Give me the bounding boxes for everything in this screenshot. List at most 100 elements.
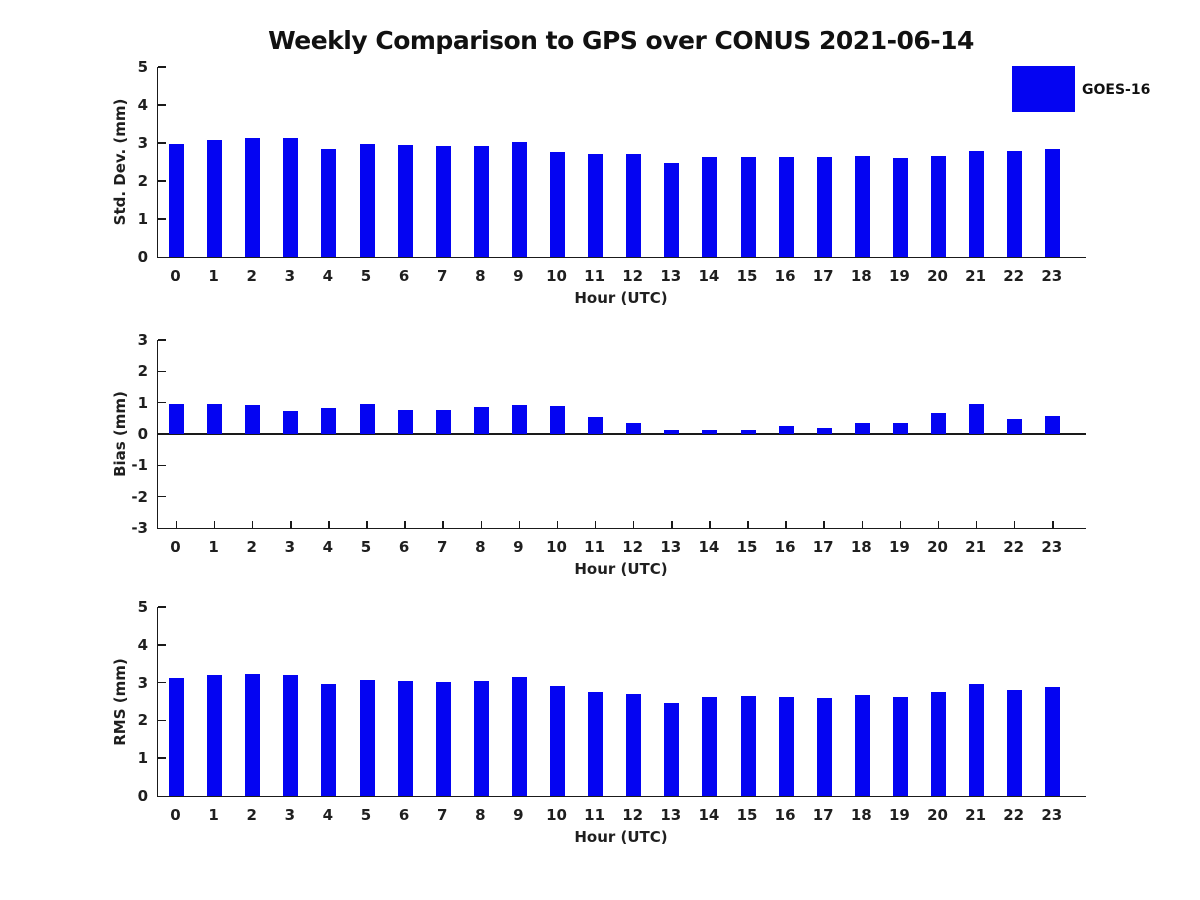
x-tick-label: 4 xyxy=(322,538,334,556)
bar-hour-14 xyxy=(702,696,718,796)
x-tick xyxy=(442,521,444,528)
bar-hour-14 xyxy=(702,157,718,257)
x-tick-label: 15 xyxy=(736,538,758,556)
bar-hour-11 xyxy=(588,417,604,434)
x-tick-label: 0 xyxy=(170,267,181,285)
bar-hour-7 xyxy=(435,409,451,434)
bar-hour-21 xyxy=(969,684,985,796)
y-tick xyxy=(158,142,166,144)
x-tick-label: 1 xyxy=(208,267,219,285)
x-tick xyxy=(975,521,978,528)
legend-label: GOES-16 xyxy=(1082,82,1151,98)
x-tick xyxy=(861,521,864,528)
x-tick xyxy=(785,521,787,528)
x-tick-label: 8 xyxy=(475,806,486,824)
x-tick-label: 1 xyxy=(208,806,219,824)
x-tick-label: 16 xyxy=(774,267,796,285)
x-tick-label: 11 xyxy=(584,806,606,824)
x-tick-label: 8 xyxy=(475,267,486,285)
bar-hour-22 xyxy=(1007,690,1023,796)
x-tick xyxy=(328,521,330,528)
bar-hour-16 xyxy=(778,696,794,796)
bar-hour-15 xyxy=(740,157,756,257)
y-tick-label: 2 xyxy=(137,172,148,190)
x-tick xyxy=(1052,521,1054,528)
bar-hour-2 xyxy=(245,673,261,796)
bar-hour-18 xyxy=(854,422,870,434)
bar-hour-16 xyxy=(778,425,794,434)
bar-hour-15 xyxy=(740,696,756,796)
x-tick-label: 17 xyxy=(812,267,834,285)
x-tick-label: 16 xyxy=(774,806,796,824)
plot-area-bias: -3 -2 -1 0 1 2 3 xyxy=(131,331,1086,537)
bar-hour-17 xyxy=(816,698,832,796)
y-tick-label: 3 xyxy=(137,673,148,692)
x-tick-label: 15 xyxy=(736,267,758,285)
y-tick-label: 2 xyxy=(137,711,148,730)
bar-hour-5 xyxy=(359,403,375,434)
y-tick-label: 1 xyxy=(137,393,148,412)
y-tick xyxy=(158,401,166,404)
x-tick xyxy=(175,521,178,528)
y-tick-label: -1 xyxy=(131,456,148,475)
y-tick-label: 4 xyxy=(137,635,148,654)
x-tick-label: 5 xyxy=(360,806,372,824)
y-tick xyxy=(158,681,166,684)
x-tick-label: 0 xyxy=(170,538,181,556)
x-tick xyxy=(632,521,635,528)
bar-hour-0 xyxy=(169,143,184,257)
x-tick xyxy=(556,521,559,528)
x-tick-label: 6 xyxy=(398,267,410,285)
bar-hour-0 xyxy=(169,677,184,796)
x-tick-label: 14 xyxy=(698,538,720,556)
x-tick xyxy=(404,521,406,528)
x-tick-label: 6 xyxy=(398,806,410,824)
y-tick xyxy=(158,218,166,220)
y-tick-label: 3 xyxy=(137,134,148,152)
bar-hour-2 xyxy=(245,138,261,257)
bar-hour-12 xyxy=(626,154,642,257)
y-tick xyxy=(158,104,166,106)
bar-hour-1 xyxy=(207,140,223,257)
bar-hour-17 xyxy=(816,157,832,257)
y-tick-label: -3 xyxy=(131,519,148,537)
bar-hour-3 xyxy=(283,410,299,434)
x-tick xyxy=(747,521,749,528)
x-tick-label: 0 xyxy=(170,806,181,824)
bar-hour-22 xyxy=(1007,151,1023,257)
x-tick-label: 22 xyxy=(1003,806,1025,824)
y-tick-label: -2 xyxy=(131,487,148,506)
bar-hour-8 xyxy=(473,681,489,796)
axis-x-label: Hour (UTC) xyxy=(574,560,668,578)
x-tick-label: 23 xyxy=(1041,538,1063,556)
x-tick-label: 10 xyxy=(546,806,567,824)
x-tick-label: 8 xyxy=(475,538,486,556)
bar-hour-6 xyxy=(397,144,413,257)
y-tick xyxy=(158,644,166,646)
x-tick xyxy=(594,521,597,528)
bar-hour-16 xyxy=(778,157,794,257)
x-tick-label: 15 xyxy=(736,806,758,824)
bar-hour-13 xyxy=(664,429,680,434)
x-tick-label: 21 xyxy=(965,267,987,285)
x-tick-label: 23 xyxy=(1041,267,1063,285)
bar-hour-12 xyxy=(626,693,642,796)
x-tick xyxy=(518,521,521,528)
bar-hour-20 xyxy=(931,155,946,257)
bar-hour-0 xyxy=(169,404,184,434)
bar-hour-18 xyxy=(854,155,870,257)
bar-hour-4 xyxy=(321,684,337,796)
x-tick-label: 1 xyxy=(208,538,219,556)
bar-hour-8 xyxy=(473,406,489,434)
x-tick-label: 19 xyxy=(888,806,910,824)
x-tick xyxy=(709,521,711,528)
legend-swatch-goes16 xyxy=(1012,66,1075,112)
x-tick-label: 20 xyxy=(927,806,948,824)
plot-area-rms: 0 1 2 3 4 5 xyxy=(138,598,1086,805)
bar-hour-2 xyxy=(245,405,261,434)
bar-hour-19 xyxy=(892,423,908,434)
bar-hour-15 xyxy=(740,430,756,434)
x-tick-label: 13 xyxy=(660,267,682,285)
x-tick xyxy=(251,521,254,528)
